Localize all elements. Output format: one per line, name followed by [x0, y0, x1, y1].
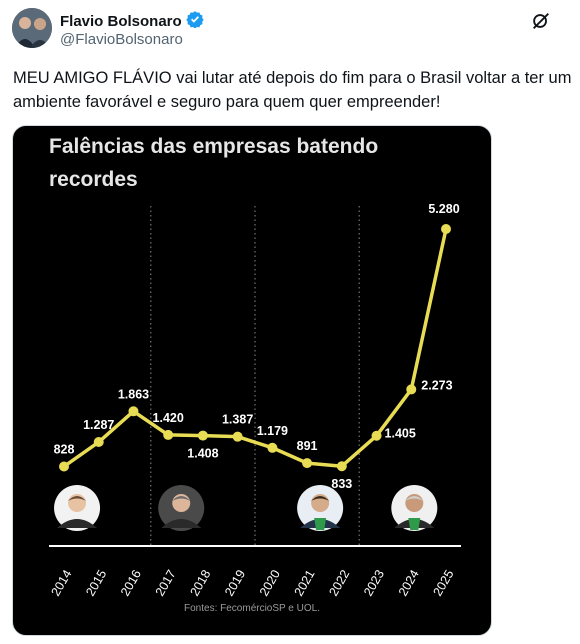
x-tick-label-2016: 2016 — [118, 567, 144, 598]
data-label-2016: 1.863 — [118, 387, 149, 401]
president-portrait-2014-icon — [54, 485, 101, 531]
tweet-image-chart[interactable]: Falências das empresas batendo recordes 82… — [12, 125, 492, 636]
data-label-2020: 1.179 — [257, 424, 288, 438]
tweet-text: MEU AMIGO FLÁVIO vai lutar até depois do… — [13, 69, 572, 111]
x-tick-label-2025: 2025 — [431, 567, 457, 598]
series-line — [62, 228, 448, 468]
x-tick-label-2015: 2015 — [83, 567, 109, 598]
data-label-2018: 1.408 — [187, 447, 218, 461]
data-point-2020 — [267, 442, 278, 453]
data-label-2015: 1.287 — [83, 418, 114, 432]
avatar-image — [12, 8, 52, 48]
x-tick-label-2023: 2023 — [361, 567, 387, 598]
display-name[interactable]: Flavio Bolsonaro — [60, 13, 182, 30]
x-tick-label-2021: 2021 — [292, 567, 318, 598]
data-point-2025 — [441, 224, 451, 234]
data-point-2024 — [406, 384, 417, 395]
line-chart: Falências das empresas batendo recordes 82… — [49, 135, 461, 614]
x-tick-label-2018: 2018 — [187, 567, 213, 598]
data-point-2017 — [163, 429, 174, 440]
chart-title: Falências das empresas batendo — [49, 135, 378, 158]
x-tick-label-2020: 2020 — [257, 567, 283, 598]
data-point-2014 — [59, 461, 69, 472]
data-point-2019 — [232, 431, 243, 442]
president-portrait-2024-icon — [391, 485, 438, 531]
data-label-2017: 1.420 — [153, 411, 184, 425]
data-label-2025: 5.280 — [428, 202, 459, 216]
data-point-2018 — [197, 430, 208, 441]
x-tick-label-2017: 2017 — [153, 567, 179, 598]
data-point-2015 — [93, 437, 104, 448]
president-portrait-2017-icon — [158, 485, 205, 531]
x-tick-label-2014: 2014 — [49, 567, 75, 598]
data-label-2014: 828 — [54, 443, 75, 457]
data-point-2023 — [371, 430, 382, 441]
data-label-2021: 891 — [297, 439, 318, 453]
avatar[interactable] — [12, 8, 52, 48]
data-point-2022 — [336, 461, 347, 472]
data-point-2016 — [128, 406, 139, 417]
data-label-2023: 1.405 — [385, 427, 416, 441]
data-label-2024: 2.273 — [421, 378, 452, 392]
x-tick-label-2019: 2019 — [222, 567, 248, 598]
chart-title: recordes — [49, 168, 138, 191]
verified-badge-icon — [185, 10, 204, 33]
president-portrait-2020-icon — [297, 485, 344, 531]
x-tick-label-2024: 2024 — [396, 567, 422, 598]
data-point-2021 — [302, 458, 313, 469]
data-label-2019: 1.387 — [222, 413, 253, 427]
data-label-2022: 833 — [331, 477, 352, 491]
chart-source: Fontes: FecomércioSP e UOL. — [184, 603, 320, 614]
x-tick-label-2022: 2022 — [326, 567, 352, 598]
grok-icon[interactable] — [530, 10, 554, 34]
handle[interactable]: @FlavioBolsonaro — [60, 31, 183, 48]
